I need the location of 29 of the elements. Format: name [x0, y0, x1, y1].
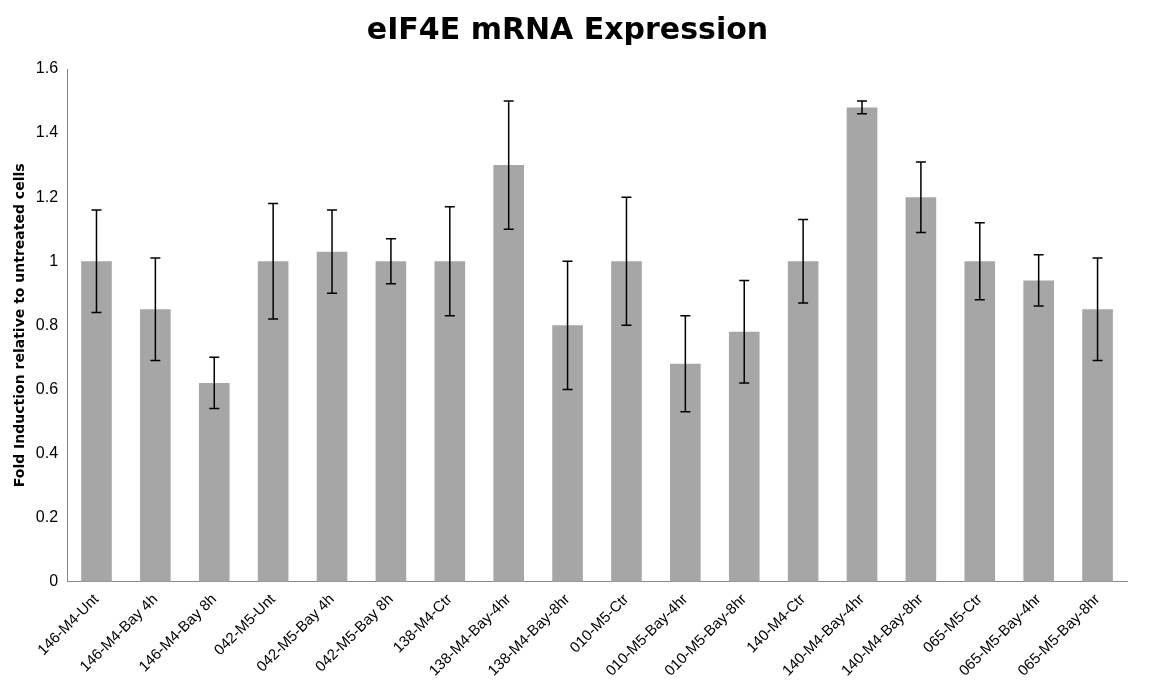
- bar: [316, 251, 348, 582]
- y-tick-label: 1.4: [35, 123, 59, 141]
- y-tick-label: 0.2: [35, 507, 59, 525]
- bar: [493, 165, 524, 582]
- bar: [787, 261, 819, 582]
- bar: [611, 261, 642, 582]
- bar: [1023, 280, 1054, 582]
- bar: [552, 325, 583, 582]
- y-tick-label: 1.6: [35, 59, 59, 77]
- bar: [670, 363, 701, 582]
- y-tick-label: 1: [49, 251, 59, 269]
- bar: [198, 382, 230, 582]
- bar: [846, 107, 878, 582]
- y-tick-label: 0.6: [35, 379, 59, 397]
- bar: [81, 261, 112, 582]
- bar: [257, 261, 289, 582]
- y-tick-label: 0: [49, 572, 59, 590]
- chart-title: eIF4E mRNA Expression: [366, 10, 769, 46]
- bar: [434, 261, 466, 582]
- y-axis-title: Fold Induction relative to untreated cells: [11, 163, 28, 488]
- y-tick-label: 0.8: [35, 315, 59, 333]
- bar: [1082, 309, 1113, 582]
- y-tick-label: 0.4: [35, 443, 59, 461]
- y-tick-label: 1.2: [35, 187, 59, 205]
- bar: [728, 331, 760, 582]
- bar: [375, 261, 407, 582]
- bar: [905, 197, 937, 582]
- bar: [140, 309, 171, 582]
- bar: [964, 261, 996, 582]
